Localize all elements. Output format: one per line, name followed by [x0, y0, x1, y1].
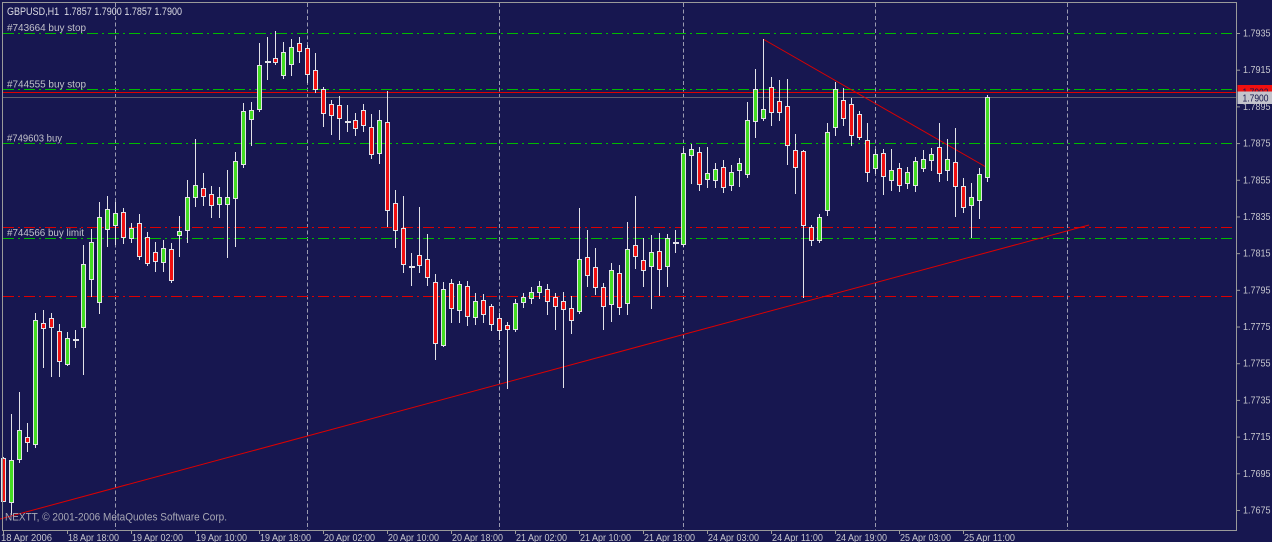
svg-text:1.7875: 1.7875 [1243, 138, 1271, 150]
svg-text:25 Apr 11:00: 25 Apr 11:00 [964, 532, 1015, 542]
svg-text:1.7855: 1.7855 [1243, 174, 1271, 186]
svg-text:#744566 buy limit: #744566 buy limit [7, 227, 84, 239]
svg-text:GBPUSD,H1 1.7857 1.7900 1.785: GBPUSD,H1 1.7857 1.7900 1.7857 1.7900 [7, 6, 182, 18]
svg-text:1.7775: 1.7775 [1243, 321, 1271, 333]
svg-text:1.7695: 1.7695 [1243, 468, 1271, 480]
svg-text:24 Apr 19:00: 24 Apr 19:00 [836, 532, 887, 542]
svg-text:1.7675: 1.7675 [1243, 505, 1271, 517]
svg-text:1.7735: 1.7735 [1243, 394, 1271, 406]
svg-text:20 Apr 10:00: 20 Apr 10:00 [388, 532, 439, 542]
svg-text:#744555 buy stop: #744555 buy stop [7, 79, 86, 91]
svg-text:1.7755: 1.7755 [1243, 358, 1271, 370]
svg-text:20 Apr 02:00: 20 Apr 02:00 [324, 532, 375, 542]
svg-text:#743664 buy stop: #743664 buy stop [7, 22, 86, 34]
svg-text:19 Apr 10:00: 19 Apr 10:00 [196, 532, 247, 542]
svg-text:1.7715: 1.7715 [1243, 431, 1271, 443]
svg-text:1.7815: 1.7815 [1243, 248, 1271, 260]
svg-text:1.7935: 1.7935 [1243, 28, 1271, 40]
svg-text:1.7835: 1.7835 [1243, 211, 1271, 223]
svg-text:19 Apr 02:00: 19 Apr 02:00 [132, 532, 183, 542]
svg-text:21 Apr 02:00: 21 Apr 02:00 [516, 532, 567, 542]
svg-text:NEXTT, © 2001-2006 MetaQuotes: NEXTT, © 2001-2006 MetaQuotes Software C… [5, 512, 227, 524]
svg-text:21 Apr 18:00: 21 Apr 18:00 [644, 532, 695, 542]
svg-text:21 Apr 10:00: 21 Apr 10:00 [580, 532, 631, 542]
svg-text:#749603 buy: #749603 buy [7, 133, 63, 145]
svg-text:19 Apr 18:00: 19 Apr 18:00 [260, 532, 311, 542]
svg-text:25 Apr 03:00: 25 Apr 03:00 [900, 532, 951, 542]
svg-text:1.7900: 1.7900 [1243, 93, 1269, 105]
svg-text:18 Apr 18:00: 18 Apr 18:00 [68, 532, 119, 542]
svg-text:20 Apr 18:00: 20 Apr 18:00 [452, 532, 503, 542]
svg-text:18 Apr 2006: 18 Apr 2006 [1, 532, 52, 542]
svg-text:1.7795: 1.7795 [1243, 284, 1271, 296]
svg-text:1.7915: 1.7915 [1243, 64, 1271, 76]
svg-text:24 Apr 11:00: 24 Apr 11:00 [772, 532, 823, 542]
svg-text:24 Apr 03:00: 24 Apr 03:00 [708, 532, 759, 542]
